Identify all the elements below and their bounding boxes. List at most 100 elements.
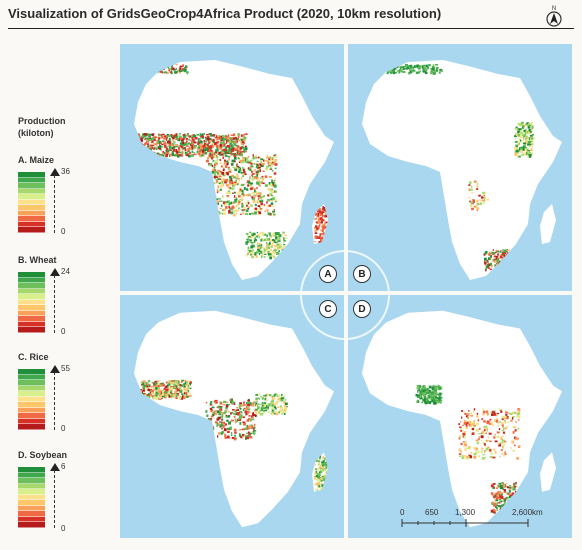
production-cell (230, 211, 234, 215)
production-cell (258, 208, 262, 211)
production-cell (225, 154, 228, 157)
production-cell (216, 158, 219, 160)
production-cell (496, 506, 498, 509)
production-cell (383, 65, 386, 69)
production-cell (240, 146, 242, 148)
production-cell (205, 189, 208, 192)
production-cell (510, 251, 514, 254)
production-cell (505, 507, 507, 509)
production-cell (252, 412, 254, 415)
production-cell (458, 453, 462, 455)
production-cell (468, 188, 471, 191)
production-cell (274, 234, 277, 237)
production-cell (171, 380, 174, 382)
production-cell (235, 154, 238, 156)
production-cell (174, 154, 177, 157)
production-cell (315, 224, 317, 227)
production-cell (498, 264, 502, 267)
production-cell (171, 147, 174, 149)
production-cell (477, 419, 479, 422)
production-cell (325, 239, 329, 242)
production-cell (206, 176, 209, 178)
production-cell (502, 424, 504, 428)
production-cell (205, 204, 208, 206)
production-cell (314, 227, 317, 229)
production-cell (220, 181, 223, 185)
production-cell (242, 435, 244, 438)
production-cell (216, 416, 219, 420)
production-cell (255, 201, 257, 205)
production-cell (317, 219, 320, 222)
production-cell (232, 192, 234, 194)
production-cell (321, 211, 323, 214)
production-cell (238, 148, 241, 151)
production-cell (520, 123, 524, 126)
production-cell (319, 213, 322, 217)
production-cell (253, 235, 257, 237)
ramp-arrow-icon (50, 268, 60, 276)
production-cell (224, 161, 227, 164)
production-cell (230, 163, 234, 166)
production-cell (227, 427, 229, 430)
production-cell (275, 252, 279, 255)
production-cell (261, 233, 265, 236)
production-cell (250, 251, 253, 254)
production-cell (261, 254, 263, 257)
production-cell (209, 211, 212, 214)
production-cell (268, 404, 271, 407)
production-cell (148, 139, 151, 142)
production-cell (145, 383, 148, 386)
production-cell (245, 202, 248, 205)
production-cell (459, 427, 463, 431)
production-cell (245, 407, 247, 410)
production-cell (243, 407, 245, 410)
production-cell (274, 178, 276, 180)
production-cell (527, 125, 530, 129)
production-cell (317, 475, 320, 479)
production-cell (211, 211, 215, 214)
production-cell (210, 425, 213, 429)
production-cell (239, 198, 242, 201)
production-cell (373, 64, 377, 67)
production-cell (208, 156, 211, 159)
production-cell (172, 396, 175, 398)
production-cell (275, 240, 278, 243)
production-cell (493, 411, 496, 414)
production-cell (230, 419, 234, 422)
production-cell (317, 469, 320, 471)
production-cell (283, 237, 285, 241)
production-cell (488, 420, 491, 422)
production-cell (198, 142, 200, 145)
production-cell (260, 238, 262, 242)
production-cell (511, 502, 513, 505)
production-cell (229, 437, 231, 439)
ramp-swatch (18, 294, 45, 300)
production-cell (228, 191, 231, 193)
production-cell (503, 441, 506, 444)
production-cell (235, 204, 237, 208)
production-cell (433, 385, 436, 387)
production-cell (233, 140, 235, 144)
production-cell (183, 135, 187, 139)
production-cell (427, 400, 430, 403)
production-cell (318, 460, 320, 464)
production-cell (479, 202, 482, 206)
production-cell (424, 388, 427, 391)
production-cell (220, 139, 222, 142)
production-cell (415, 393, 419, 397)
production-cell (493, 504, 495, 507)
production-cell (277, 244, 279, 247)
production-cell (166, 393, 169, 395)
production-cell (496, 255, 499, 259)
production-cell (186, 67, 188, 69)
production-cell (528, 137, 531, 141)
production-cell (318, 208, 321, 211)
production-cell (179, 384, 181, 387)
production-cell (176, 389, 178, 392)
production-cell (496, 509, 498, 511)
production-cell (439, 392, 442, 396)
production-cell (319, 223, 321, 227)
production-cell (247, 167, 251, 170)
production-cell (503, 443, 505, 447)
production-cell (247, 410, 249, 412)
